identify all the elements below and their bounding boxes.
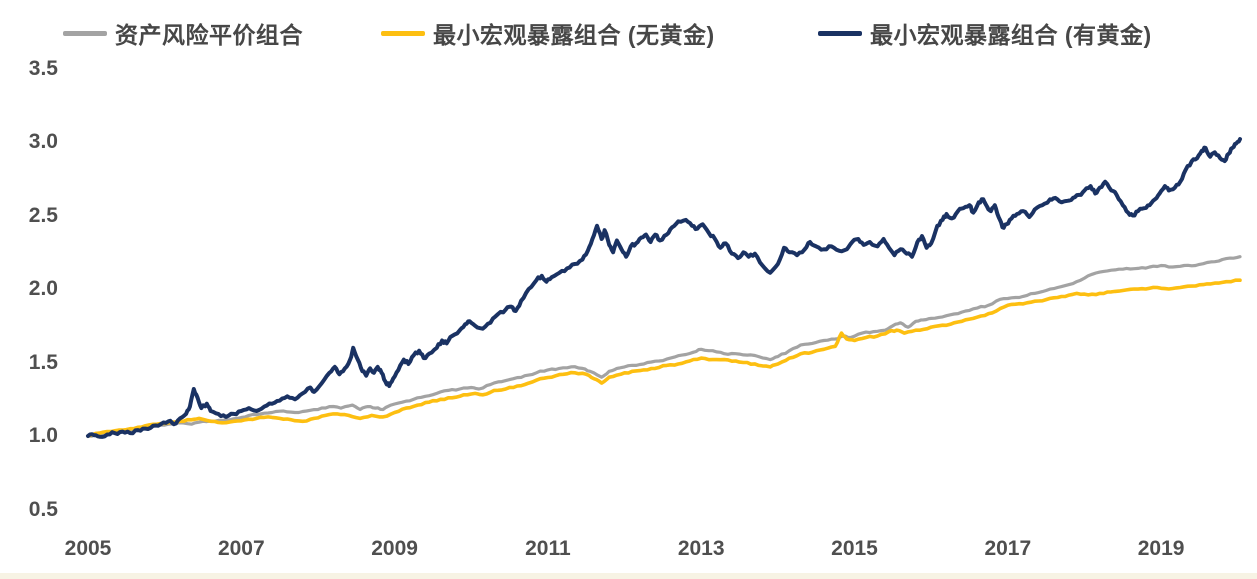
legend-item-min-macro-no-gold: 最小宏观暴露组合 (无黄金) bbox=[381, 18, 715, 48]
legend: 资产风险平价组合 最小宏观暴露组合 (无黄金) 最小宏观暴露组合 (有黄金) bbox=[0, 18, 1257, 50]
legend-item-min-macro-gold: 最小宏观暴露组合 (有黄金) bbox=[818, 18, 1152, 48]
series-line-min-macro-gold bbox=[86, 137, 1242, 439]
y-tick-label: 2.5 bbox=[28, 203, 58, 227]
x-tick-label: 2011 bbox=[525, 537, 571, 560]
legend-label-risk-parity: 资产风险平价组合 bbox=[115, 22, 303, 48]
series-line-risk-parity bbox=[86, 255, 1242, 438]
y-tick-label: 1.5 bbox=[28, 350, 58, 374]
x-tick-label: 2007 bbox=[217, 537, 265, 560]
y-tick-label: 0.5 bbox=[28, 497, 58, 521]
legend-label-min-macro-gold: 最小宏观暴露组合 (有黄金) bbox=[870, 22, 1152, 48]
legend-swatch-risk-parity bbox=[63, 30, 107, 36]
y-tick-label: 2.0 bbox=[28, 277, 58, 300]
x-tick-label: 2019 bbox=[1137, 537, 1185, 560]
legend-label-min-macro-no-gold: 最小宏观暴露组合 (无黄金) bbox=[433, 22, 715, 48]
x-tick-label: 2017 bbox=[984, 537, 1032, 560]
bottom-accent-strip bbox=[0, 573, 1257, 579]
y-tick-label: 3.0 bbox=[28, 130, 58, 153]
legend-swatch-min-macro-no-gold bbox=[381, 30, 425, 36]
series-line-min-macro-no-gold bbox=[86, 278, 1242, 438]
legend-swatch-min-macro-gold bbox=[818, 30, 862, 36]
y-tick-label: 3.5 bbox=[28, 56, 58, 80]
x-tick-label: 2009 bbox=[371, 537, 418, 560]
x-tick-label: 2013 bbox=[677, 537, 725, 560]
x-tick-label: 2015 bbox=[831, 537, 878, 560]
x-tick-label: 2005 bbox=[64, 537, 112, 560]
y-tick-label: 1.0 bbox=[28, 424, 58, 447]
legend-item-risk-parity: 资产风险平价组合 bbox=[63, 18, 303, 48]
